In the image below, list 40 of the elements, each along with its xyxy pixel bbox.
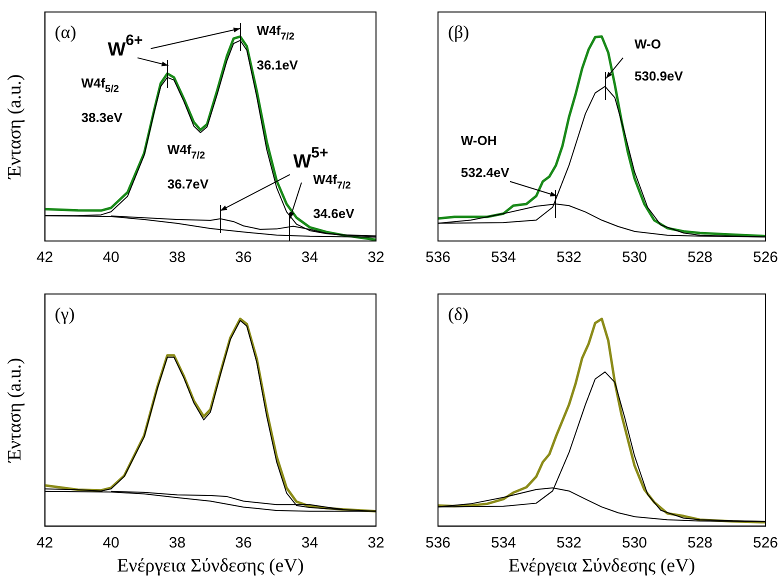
x-tick-label: 36	[235, 249, 252, 266]
annotation: 38.3eV	[81, 110, 123, 125]
x-tick-label: 534	[490, 534, 516, 552]
x-axis-title: Ενέργεια Σύνδεσης (eV)	[117, 556, 304, 577]
chart-title: (δ)	[448, 304, 468, 324]
annotation: 36.7eV	[167, 176, 209, 192]
annotation: W-O	[634, 36, 661, 52]
annotation: 34.6eV	[313, 206, 355, 222]
x-tick-label: 526	[752, 249, 778, 266]
x-tick-label: 34	[301, 534, 318, 552]
x-tick-label: 532	[556, 534, 582, 552]
x-tick-label: 32	[368, 249, 384, 266]
annotation: 530.9eV	[634, 68, 684, 84]
x-tick-label: 42	[36, 534, 54, 552]
annotation: 36.1eV	[256, 57, 298, 72]
x-tick-label: 530	[622, 249, 648, 266]
x-tick-label: 530	[622, 534, 648, 552]
x-tick-label: 532	[556, 249, 582, 266]
y-axis-title: Ένταση (a.u.)	[4, 358, 26, 464]
x-tick-label: 536	[425, 534, 451, 552]
y-axis-title: Ένταση (a.u.)	[4, 74, 26, 180]
x-tick-label: 536	[425, 249, 451, 266]
x-axis-title: Ενέργεια Σύνδεσης (eV)	[508, 556, 696, 577]
x-tick-label: 38	[168, 249, 186, 266]
chart-title: (β)	[448, 22, 470, 42]
annotation: 532.4eV	[460, 164, 510, 180]
x-tick-label: 528	[687, 249, 713, 266]
x-tick-label: 34	[301, 249, 318, 266]
x-tick-label: 40	[102, 534, 120, 552]
x-tick-label: 36	[235, 534, 252, 552]
x-tick-label: 534	[490, 249, 516, 266]
x-tick-label: 42	[36, 249, 54, 266]
annotation: W-OH	[460, 132, 497, 148]
chart-title: (α)	[54, 22, 76, 42]
x-tick-label: 40	[102, 249, 120, 266]
x-tick-label: 32	[368, 534, 384, 552]
chart-title: (γ)	[54, 304, 75, 324]
x-tick-label: 526	[752, 534, 778, 552]
x-tick-label: 528	[687, 534, 713, 552]
x-tick-label: 38	[168, 534, 186, 552]
